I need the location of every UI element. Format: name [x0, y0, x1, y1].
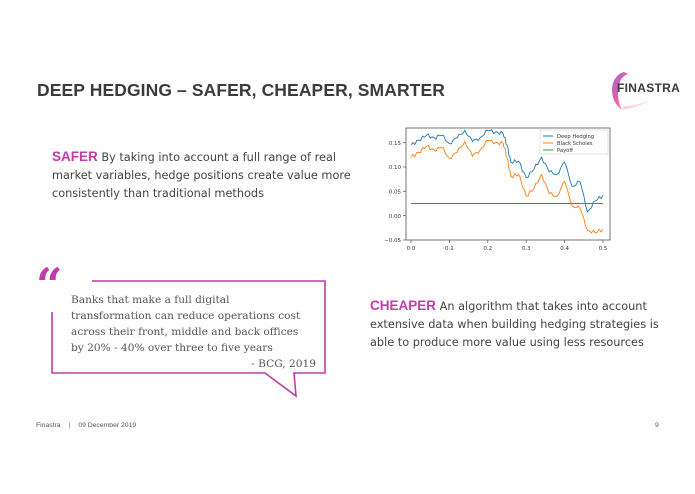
svg-text:Deep Hedging: Deep Hedging: [557, 134, 594, 140]
cheaper-keyword: CHEAPER: [370, 298, 437, 313]
svg-text:0.5: 0.5: [599, 246, 608, 252]
quote-line: by 20% - 40% over three to five years: [71, 342, 273, 354]
line-chart: −0.05 0.00 0.05 0.10 0.15 0.0 0.1 0.2 0.3 0.4 0.5 D…: [384, 127, 611, 252]
logo-text: FINASTRA: [617, 81, 681, 95]
slide-title: DEEP HEDGING – SAFER, CHEAPER, SMARTER: [37, 80, 445, 100]
logo-swoosh-icon: [612, 72, 650, 110]
footer-date: 09 December 2019: [78, 422, 137, 429]
safer-keyword: SAFER: [52, 149, 98, 164]
safer-text: By taking into account a full range of r…: [52, 151, 351, 200]
quote-block: Banks that make a full digital transform…: [71, 292, 316, 372]
safer-paragraph: SAFER By taking into account a full rang…: [52, 148, 352, 203]
quote-line: across their front, middle and back offi…: [71, 326, 299, 338]
hedging-chart: −0.05 0.00 0.05 0.10 0.15 0.0 0.1 0.2 0.3 0.4 0.5 D…: [370, 122, 620, 262]
svg-text:Black Scholes: Black Scholes: [557, 141, 593, 147]
finastra-logo: FINASTRA: [606, 68, 692, 112]
svg-text:0.00: 0.00: [389, 214, 402, 220]
svg-text:Payoff: Payoff: [557, 148, 573, 154]
svg-text:−0.05: −0.05: [384, 238, 401, 244]
footer: Finastra | 09 December 2019: [36, 422, 136, 429]
footer-separator: |: [68, 422, 71, 429]
quote-line: transformation can reduce operations cos…: [71, 310, 301, 322]
footer-company: Finastra: [36, 422, 61, 429]
svg-text:0.4: 0.4: [560, 246, 569, 252]
speech-bubble: [51, 280, 326, 398]
quote-line: Banks that make a full digital: [71, 294, 230, 306]
cheaper-text: An algorithm that takes into account ext…: [370, 300, 659, 349]
svg-text:0.15: 0.15: [389, 141, 402, 147]
svg-text:0.1: 0.1: [445, 246, 454, 252]
svg-text:0.3: 0.3: [522, 246, 531, 252]
svg-text:0.10: 0.10: [389, 165, 402, 171]
svg-text:0.2: 0.2: [483, 246, 492, 252]
svg-text:0.0: 0.0: [407, 246, 416, 252]
cheaper-paragraph: CHEAPER An algorithm that takes into acc…: [370, 297, 660, 352]
quote-source: - BCG, 2019: [251, 358, 316, 370]
page-number: 9: [655, 422, 659, 429]
svg-text:0.05: 0.05: [389, 190, 402, 196]
quote-mark-icon: “: [36, 258, 63, 312]
